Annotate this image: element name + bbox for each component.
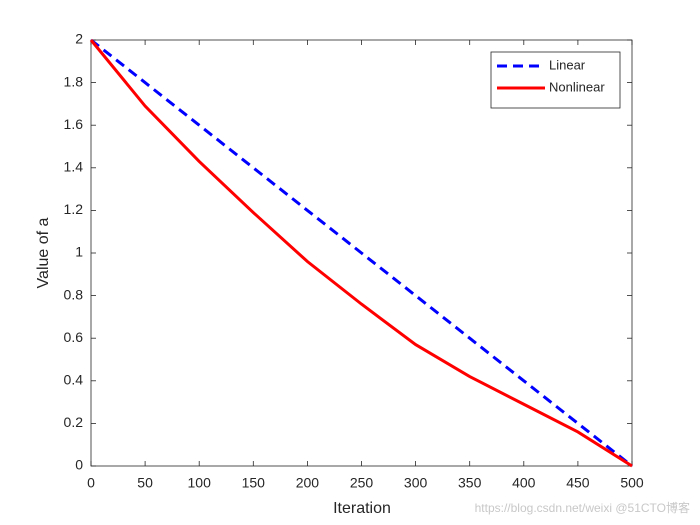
y-tick-label: 1.6 <box>64 116 84 132</box>
x-tick-label: 300 <box>404 475 428 491</box>
x-tick-label: 500 <box>620 475 644 491</box>
x-axis-label: Iteration <box>333 500 391 517</box>
y-tick-label: 1.4 <box>64 159 84 175</box>
y-tick-label: 1.8 <box>64 73 84 89</box>
x-tick-label: 150 <box>242 475 266 491</box>
x-tick-label: 50 <box>137 475 153 491</box>
x-tick-label: 100 <box>188 475 212 491</box>
x-tick-label: 0 <box>87 475 95 491</box>
legend-label: Nonlinear <box>549 79 605 94</box>
legend-box <box>490 51 621 109</box>
x-tick-label: 200 <box>296 475 320 491</box>
data-line <box>90 38 633 468</box>
y-tick-label: 0.6 <box>64 329 84 345</box>
y-tick-label: 1.2 <box>64 201 84 217</box>
x-tick-label: 450 <box>566 475 590 491</box>
y-tick-label: 0.8 <box>64 286 84 302</box>
watermark: https://blog.csdn.net/weixi @51CTO博客 <box>475 500 690 515</box>
y-tick-label: 0.4 <box>64 372 84 388</box>
legend-label: Linear <box>549 57 586 72</box>
y-tick-label: 1 <box>75 244 83 260</box>
x-tick-label: 250 <box>350 475 374 491</box>
y-axis-label: Value of a <box>35 217 52 288</box>
y-tick-label: 0.2 <box>64 414 84 430</box>
x-tick-label: 350 <box>458 475 482 491</box>
x-tick-label: 400 <box>512 475 536 491</box>
y-tick-label: 2 <box>75 31 83 47</box>
data-line <box>89 39 633 468</box>
y-tick-label: 0 <box>75 457 83 473</box>
